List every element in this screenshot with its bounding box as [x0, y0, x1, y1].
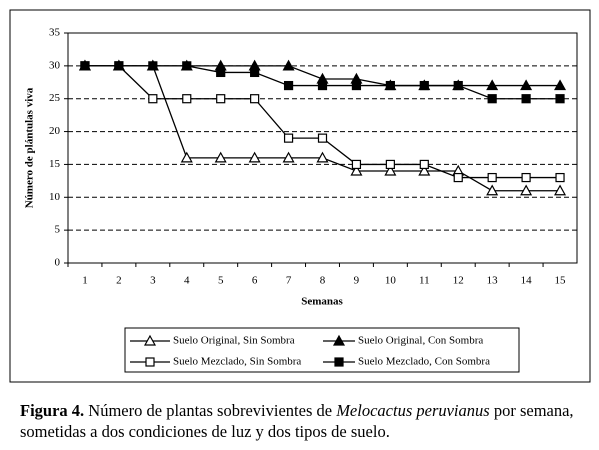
- data-point: [317, 80, 328, 91]
- data-point: [316, 151, 329, 163]
- data-point: [283, 133, 294, 143]
- x-tick-label: 5: [218, 275, 224, 287]
- x-tick-label: 12: [453, 275, 464, 287]
- data-point: [521, 172, 531, 183]
- data-point: [521, 94, 531, 104]
- data-point: [282, 59, 295, 71]
- legend-label: Suelo Mezclado, Sin Sombra: [173, 356, 301, 368]
- data-point: [385, 159, 395, 170]
- x-tick-label: 7: [286, 275, 292, 287]
- y-axis-title: Número de plántulas viva: [24, 87, 36, 208]
- data-point: [248, 151, 261, 163]
- data-point: [453, 80, 463, 91]
- data-point: [555, 94, 565, 104]
- caption-text: por semana, sometidas a dos condiciones …: [20, 401, 574, 441]
- x-tick-label: 8: [320, 275, 326, 287]
- x-tick-label: 11: [419, 275, 430, 287]
- legend-label: Suelo Mezclado, Con Sombra: [358, 356, 490, 368]
- data-point: [216, 94, 226, 104]
- data-point: [80, 61, 90, 71]
- data-point: [148, 61, 158, 71]
- chart-frame: [9, 9, 591, 383]
- x-tick-label: 2: [116, 275, 122, 287]
- y-tick-label: 25: [49, 92, 61, 104]
- legend-label: Suelo Original, Con Sombra: [358, 335, 483, 347]
- data-point: [182, 94, 192, 104]
- y-tick-label: 15: [49, 158, 61, 170]
- x-tick-label: 14: [521, 275, 533, 287]
- legend-label: Suelo Original, Sin Sombra: [173, 335, 295, 347]
- data-point: [384, 164, 397, 176]
- data-point: [283, 80, 294, 91]
- y-tick-label: 10: [49, 191, 61, 203]
- y-tick-label: 20: [49, 125, 61, 137]
- caption-label: Figura 4.: [20, 401, 85, 420]
- data-point: [554, 184, 567, 196]
- legend-marker: [145, 357, 155, 367]
- y-tick-label: 35: [49, 27, 61, 39]
- x-tick-label: 6: [252, 275, 258, 287]
- data-point: [418, 164, 431, 176]
- chart: Número de plántulas viva Semanas 0510152…: [9, 9, 591, 383]
- y-tick-label: 30: [49, 59, 61, 71]
- data-point: [486, 79, 499, 91]
- data-point: [250, 67, 260, 78]
- x-tick-label: 10: [385, 275, 397, 287]
- y-tick-label: 0: [55, 257, 61, 269]
- data-point: [554, 79, 567, 91]
- data-point: [148, 94, 158, 104]
- data-point: [317, 133, 328, 143]
- data-point: [453, 172, 463, 183]
- data-point: [250, 94, 260, 104]
- data-point: [351, 80, 362, 91]
- data-point: [385, 80, 395, 91]
- data-point: [214, 151, 227, 163]
- data-point: [282, 151, 295, 163]
- x-tick-label: 13: [487, 275, 499, 287]
- data-point: [350, 164, 363, 176]
- data-point: [419, 80, 429, 91]
- legend-marker: [143, 334, 157, 346]
- data-point: [520, 79, 533, 91]
- data-point: [486, 184, 499, 196]
- legend-frame: [124, 327, 520, 373]
- caption-species: Melocactus peruvianus: [336, 401, 490, 420]
- data-point: [114, 61, 124, 71]
- plot-frame: [67, 32, 578, 264]
- y-tick-label: 5: [55, 224, 61, 236]
- x-tick-label: 15: [555, 275, 567, 287]
- caption: Figura 4. Número de plantas sobrevivient…: [20, 400, 580, 442]
- data-point: [419, 159, 429, 170]
- x-axis-title: Semanas: [301, 296, 343, 308]
- data-point: [216, 67, 226, 78]
- data-point: [487, 94, 497, 104]
- data-point: [351, 159, 362, 170]
- x-tick-label: 3: [150, 275, 156, 287]
- legend-marker: [332, 334, 346, 346]
- legend-marker: [334, 357, 344, 367]
- data-point: [487, 172, 497, 183]
- x-tick-label: 1: [82, 275, 88, 287]
- data-point: [520, 184, 533, 196]
- caption-text: Número de plantas sobrevivientes de: [84, 401, 337, 420]
- data-point: [182, 61, 192, 71]
- x-tick-label: 4: [184, 275, 190, 287]
- x-tick-label: 9: [354, 275, 360, 287]
- data-point: [555, 172, 565, 183]
- data-point: [180, 151, 193, 163]
